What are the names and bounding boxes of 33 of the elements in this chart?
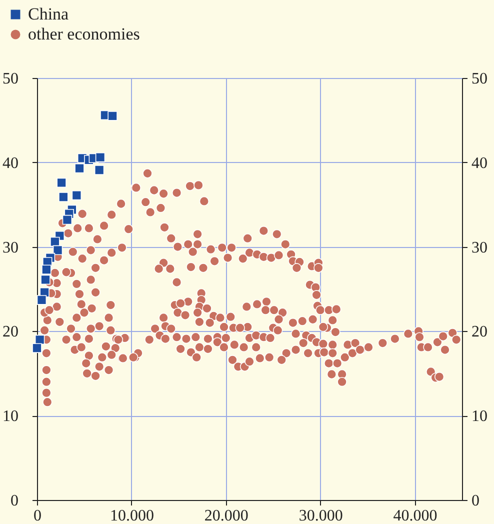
point [40,274,50,285]
point [108,111,118,121]
y-tick-label: 20 [2,324,18,341]
y-tick-label: 40 [2,154,18,172]
x-tick-label: 0 [34,508,42,524]
point [74,163,84,174]
y2-tick-label: 10 [472,408,488,426]
point [42,264,52,274]
point [94,165,104,175]
y-tick-label: 0 [10,492,18,510]
legend-label: other economies [28,24,140,44]
y-tick-label: 30 [2,239,18,256]
x-tick-label: 40.000 [393,508,438,524]
y2-tick-label: 50 [472,70,488,88]
x-tick-label: 10.000 [110,508,154,524]
y2-tick-label: 30 [472,239,488,256]
y-tick-label: 10 [2,408,18,426]
point [62,214,72,225]
point [50,236,60,247]
point [56,178,66,188]
point [58,192,68,202]
point [52,245,63,256]
y2-tick-label: 20 [472,324,488,341]
y-tick-label: 50 [2,70,18,88]
point [95,152,106,162]
point [32,343,42,353]
point [36,295,47,305]
y2-tick-label: 0 [472,492,480,510]
x-tick-label: 20.000 [204,508,248,524]
x-tick-label: 30.000 [298,508,343,524]
point [72,190,82,200]
legend-label: China [28,4,70,24]
y2-tick-label: 40 [472,154,488,172]
